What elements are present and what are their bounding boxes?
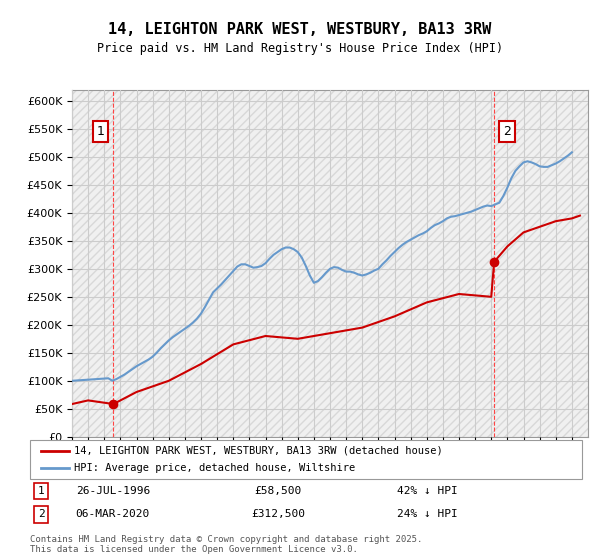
Text: 06-MAR-2020: 06-MAR-2020 [76, 510, 150, 519]
Text: 14, LEIGHTON PARK WEST, WESTBURY, BA13 3RW (detached house): 14, LEIGHTON PARK WEST, WESTBURY, BA13 3… [74, 446, 443, 456]
Text: 24% ↓ HPI: 24% ↓ HPI [397, 510, 458, 519]
Text: 14, LEIGHTON PARK WEST, WESTBURY, BA13 3RW: 14, LEIGHTON PARK WEST, WESTBURY, BA13 3… [109, 22, 491, 38]
Text: HPI: Average price, detached house, Wiltshire: HPI: Average price, detached house, Wilt… [74, 463, 355, 473]
Text: 1: 1 [38, 486, 44, 496]
Text: Price paid vs. HM Land Registry's House Price Index (HPI): Price paid vs. HM Land Registry's House … [97, 42, 503, 55]
Text: £312,500: £312,500 [251, 510, 305, 519]
Text: £58,500: £58,500 [255, 486, 302, 496]
Text: 2: 2 [38, 510, 44, 519]
FancyBboxPatch shape [30, 440, 582, 479]
Text: Contains HM Land Registry data © Crown copyright and database right 2025.
This d: Contains HM Land Registry data © Crown c… [30, 535, 422, 554]
Text: 1: 1 [97, 125, 104, 138]
Text: 2: 2 [503, 125, 511, 138]
Text: 42% ↓ HPI: 42% ↓ HPI [397, 486, 458, 496]
Text: 26-JUL-1996: 26-JUL-1996 [76, 486, 150, 496]
